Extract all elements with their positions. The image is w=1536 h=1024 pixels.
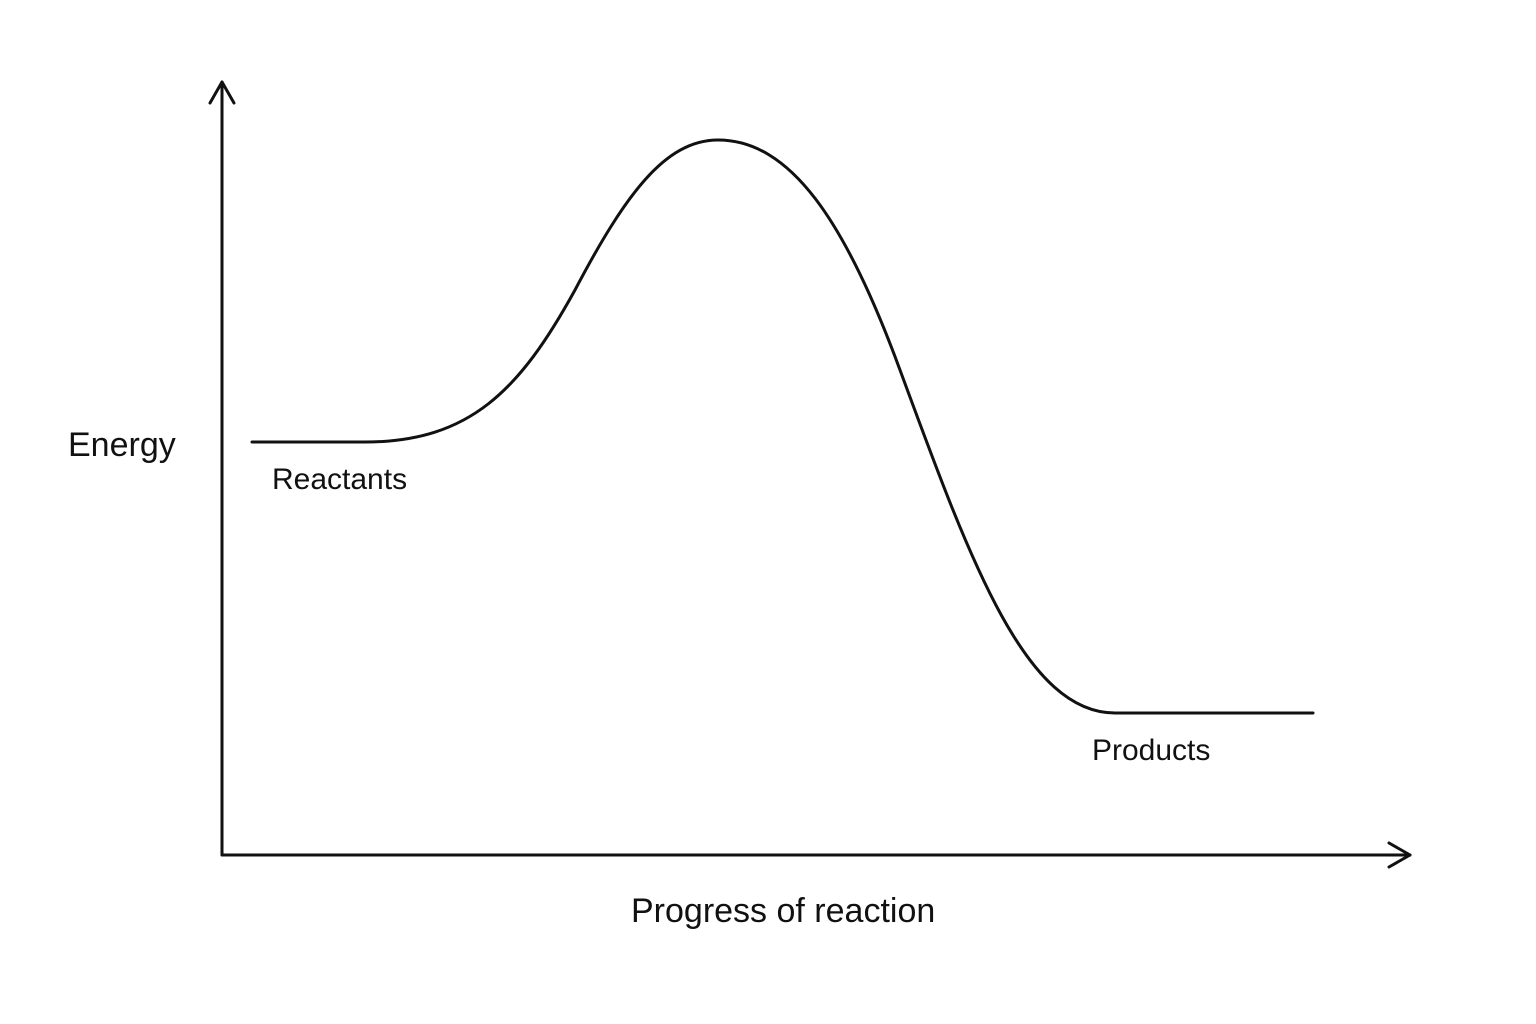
axes xyxy=(208,80,1412,869)
y-axis-label: Energy xyxy=(68,426,176,464)
products-label: Products xyxy=(1092,734,1211,767)
y-axis-arrowhead xyxy=(208,80,236,105)
reactants-label: Reactants xyxy=(272,463,408,496)
x-axis-arrowhead xyxy=(1387,841,1412,869)
reaction-energy-curve xyxy=(250,138,1315,715)
x-axis-label: Progress of reaction xyxy=(631,892,936,930)
